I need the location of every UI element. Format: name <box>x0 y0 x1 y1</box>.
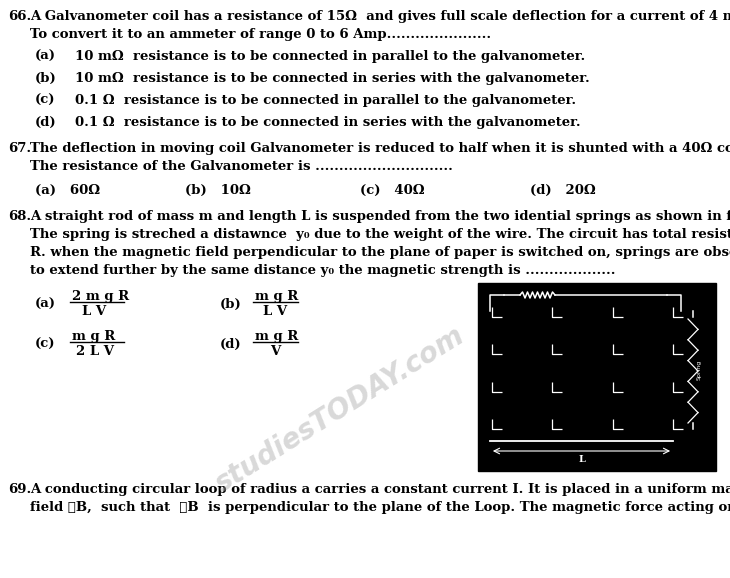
Text: 68.: 68. <box>8 210 31 223</box>
Text: 2 m g R: 2 m g R <box>72 290 129 303</box>
Text: The resistance of the Galvanometer is .............................: The resistance of the Galvanometer is ..… <box>30 160 453 173</box>
Text: (d): (d) <box>35 116 57 129</box>
Text: (d)   20Ω: (d) 20Ω <box>530 184 596 197</box>
Text: Spring: Spring <box>697 360 702 380</box>
Text: L V: L V <box>263 305 287 318</box>
Text: (c)   40Ω: (c) 40Ω <box>360 184 425 197</box>
Text: 67.: 67. <box>8 142 31 155</box>
Text: (b)   10Ω: (b) 10Ω <box>185 184 251 197</box>
Text: 10 mΩ  resistance is to be connected in series with the galvanometer.: 10 mΩ resistance is to be connected in s… <box>75 72 590 85</box>
Text: The deflection in moving coil Galvanometer is reduced to half when it is shunted: The deflection in moving coil Galvanomet… <box>30 142 730 155</box>
Text: 0.1 Ω  resistance is to be connected in parallel to the galvanometer.: 0.1 Ω resistance is to be connected in p… <box>75 94 576 107</box>
Text: (b): (b) <box>35 72 57 85</box>
Text: R. when the magnetic field perpendicular to the plane of paper is switched on, s: R. when the magnetic field perpendicular… <box>30 246 730 259</box>
Text: The spring is streched a distawnce  y₀ due to the weight of the wire. The circui: The spring is streched a distawnce y₀ du… <box>30 228 730 241</box>
Text: A conducting circular loop of radius a carries a constant current I. It is place: A conducting circular loop of radius a c… <box>30 483 730 496</box>
Text: V: V <box>270 345 280 358</box>
Text: (a): (a) <box>35 298 56 311</box>
Text: 10 mΩ  resistance is to be connected in parallel to the galvanometer.: 10 mΩ resistance is to be connected in p… <box>75 50 585 63</box>
Text: (c): (c) <box>35 94 55 107</box>
Text: m g R: m g R <box>255 330 299 343</box>
Text: (c): (c) <box>35 338 55 351</box>
Text: to extend further by the same distance y₀ the magnetic strength is .............: to extend further by the same distance y… <box>30 264 615 277</box>
Text: (a): (a) <box>35 50 56 63</box>
Text: m g R: m g R <box>255 290 299 303</box>
Text: (a)   60Ω: (a) 60Ω <box>35 184 100 197</box>
Text: (d): (d) <box>220 338 242 351</box>
Text: studiesTODAY.com: studiesTODAY.com <box>210 321 470 498</box>
Text: 0.1 Ω  resistance is to be connected in series with the galvanometer.: 0.1 Ω resistance is to be connected in s… <box>75 116 580 129</box>
Text: To convert it to an ammeter of range 0 to 6 Amp......................: To convert it to an ammeter of range 0 t… <box>30 28 491 41</box>
Text: A straight rod of mass m and length L is suspended from the two idential springs: A straight rod of mass m and length L is… <box>30 210 730 223</box>
Text: (b): (b) <box>220 298 242 311</box>
Text: 66.: 66. <box>8 10 31 23</box>
Bar <box>478 283 716 471</box>
Text: field ⃗B,  such that  ⃗B  is perpendicular to the plane of the Loop. The magneti: field ⃗B, such that ⃗B is perpendicular … <box>30 501 730 514</box>
Text: L: L <box>578 454 585 464</box>
Text: 2 L V: 2 L V <box>76 345 114 358</box>
Text: A Galvanometer coil has a resistance of 15Ω  and gives full scale deflection for: A Galvanometer coil has a resistance of … <box>30 10 730 23</box>
Text: 69.: 69. <box>8 483 31 496</box>
Text: L V: L V <box>82 305 106 318</box>
Text: m g R: m g R <box>72 330 115 343</box>
